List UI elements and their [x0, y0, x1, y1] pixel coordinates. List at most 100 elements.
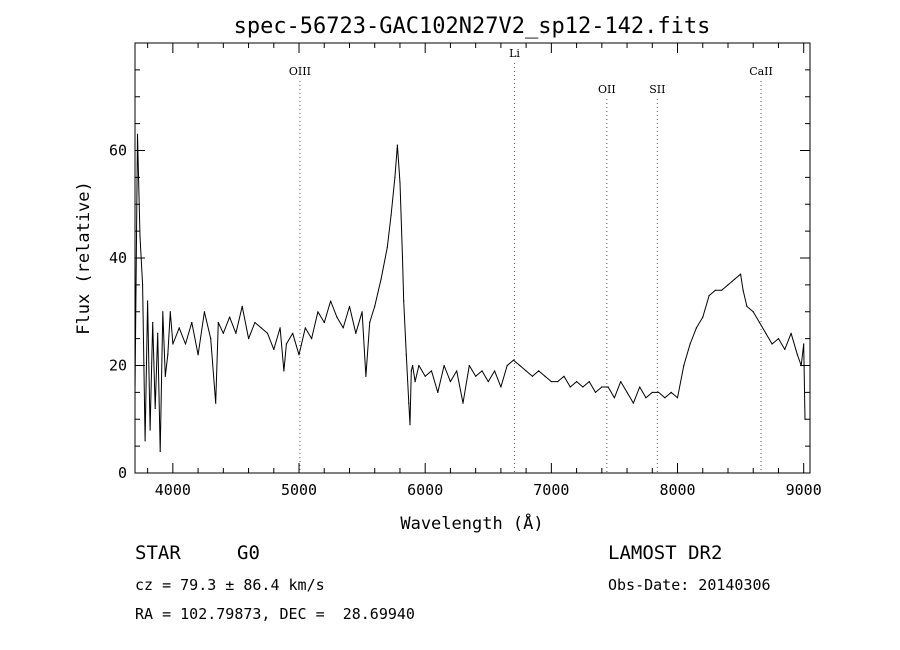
- spectrum-point: [390, 214, 392, 216]
- spectrum-point: [475, 375, 477, 377]
- spectrum-point: [178, 327, 180, 329]
- spectrum-point: [519, 364, 521, 367]
- x-tick-label: 6000: [407, 481, 443, 499]
- spectrum-point: [576, 381, 578, 383]
- spectrum-point: [746, 305, 748, 307]
- spectrum-point: [538, 370, 540, 372]
- spectrum-point: [197, 354, 199, 356]
- spectrum-point: [336, 316, 338, 318]
- spectrum-point: [613, 397, 616, 399]
- spectrum-point: [456, 370, 458, 372]
- spectrum-point: [217, 321, 219, 324]
- line-label-sii: SII: [649, 83, 665, 96]
- spectrum-point: [355, 332, 357, 334]
- spectrum-point: [365, 375, 367, 377]
- line-label-oiii: OIII: [289, 65, 311, 78]
- spectrum-point: [279, 327, 281, 329]
- spectrum-point: [361, 311, 363, 313]
- spectrum-point: [468, 364, 470, 367]
- spectrum-point: [401, 257, 404, 259]
- spectrum-point: [403, 300, 405, 302]
- spectrum-point: [292, 332, 294, 334]
- survey-name: LAMOST DR2: [608, 542, 723, 564]
- spectrum-point: [569, 386, 571, 388]
- spectrum-point: [424, 375, 426, 377]
- spectrum-point: [215, 402, 217, 404]
- spectrum-point: [266, 332, 269, 334]
- line-label-oii: OII: [598, 83, 616, 96]
- object-class: STAR: [135, 542, 181, 564]
- line-label-li: Li: [509, 47, 520, 60]
- spectrum-point: [765, 332, 767, 334]
- spectrum-point: [323, 321, 325, 324]
- spectrum-point: [557, 381, 559, 383]
- spectrum-point: [254, 321, 256, 324]
- spectrum-point: [804, 418, 806, 420]
- spectrum-point: [139, 235, 141, 238]
- spectrum-point: [525, 370, 527, 372]
- spectrum-point: [494, 370, 496, 372]
- spectrum-point: [159, 450, 161, 453]
- x-tick-label: 9000: [786, 481, 822, 499]
- y-tick-label: 60: [109, 142, 127, 160]
- x-tick-label: 5000: [281, 481, 317, 499]
- spectrum-point: [162, 311, 164, 313]
- spectrum-point: [702, 316, 704, 318]
- redshift-value: cz = 79.3 ± 86.4 km/s: [135, 576, 325, 594]
- spectrum-point: [298, 354, 300, 356]
- spectrum-point: [462, 402, 464, 404]
- spectrum-point: [157, 332, 159, 334]
- spectrum-point: [408, 402, 410, 404]
- spectrum-point: [394, 176, 396, 178]
- x-axis-label: Wavelength (Å): [400, 512, 543, 534]
- spectrum-point: [689, 343, 691, 345]
- spectrum-point: [550, 381, 553, 383]
- spectrum-point: [620, 381, 622, 383]
- spectrum-point: [369, 321, 371, 324]
- chart-title: spec-56723-GAC102N27V2_sp12-142.fits: [234, 14, 711, 39]
- spectrum-point: [147, 300, 149, 302]
- spectrum-point: [758, 321, 761, 324]
- spectrum-point: [708, 295, 710, 297]
- spectral-line-markers: OIII Li OII SII CaII: [289, 47, 773, 473]
- spectrum-point: [210, 338, 212, 340]
- spectrum-point: [172, 343, 174, 345]
- spectrum-point: [418, 364, 420, 367]
- spectrum-point: [342, 327, 344, 329]
- observation-date: Obs-Date: 20140306: [608, 576, 771, 594]
- spectrum-point: [500, 386, 502, 388]
- coordinates: RA = 102.79873, DEC = 28.69940: [135, 605, 415, 623]
- spectrum-point: [742, 289, 744, 291]
- spectrum-point: [670, 391, 672, 393]
- spectrum-point: [777, 338, 780, 340]
- spectrum-point: [481, 370, 483, 372]
- spectrum-point: [796, 354, 799, 356]
- spectrum-point: [443, 364, 445, 367]
- spectrum-point: [430, 370, 433, 372]
- spectrum-point: [330, 300, 332, 302]
- spectrum-point: [531, 375, 534, 377]
- spectrum-point: [380, 278, 382, 281]
- spectrum-point: [645, 397, 647, 399]
- spectrum-point: [396, 144, 398, 146]
- spectrum-point: [626, 391, 628, 393]
- spectrum-point: [152, 321, 154, 324]
- spectrum-point: [405, 354, 407, 356]
- spectrum-point: [169, 311, 171, 313]
- spectrum-point: [544, 375, 546, 377]
- spectrum-point: [487, 381, 489, 383]
- spectrum-point: [437, 391, 439, 393]
- spectrum-point: [386, 246, 388, 248]
- spectrum-point: [582, 386, 584, 388]
- spectrum-point: [601, 386, 603, 388]
- spectrum-point: [658, 391, 660, 393]
- spectrum-point: [721, 289, 723, 291]
- spectrum-point: [285, 343, 287, 345]
- spectrum-point: [803, 343, 805, 345]
- spectrum-point: [790, 332, 792, 334]
- spectrum-point: [241, 305, 243, 307]
- spectrum-point: [784, 348, 786, 350]
- spectrum-point: [184, 343, 187, 345]
- spectrum-point: [727, 284, 729, 286]
